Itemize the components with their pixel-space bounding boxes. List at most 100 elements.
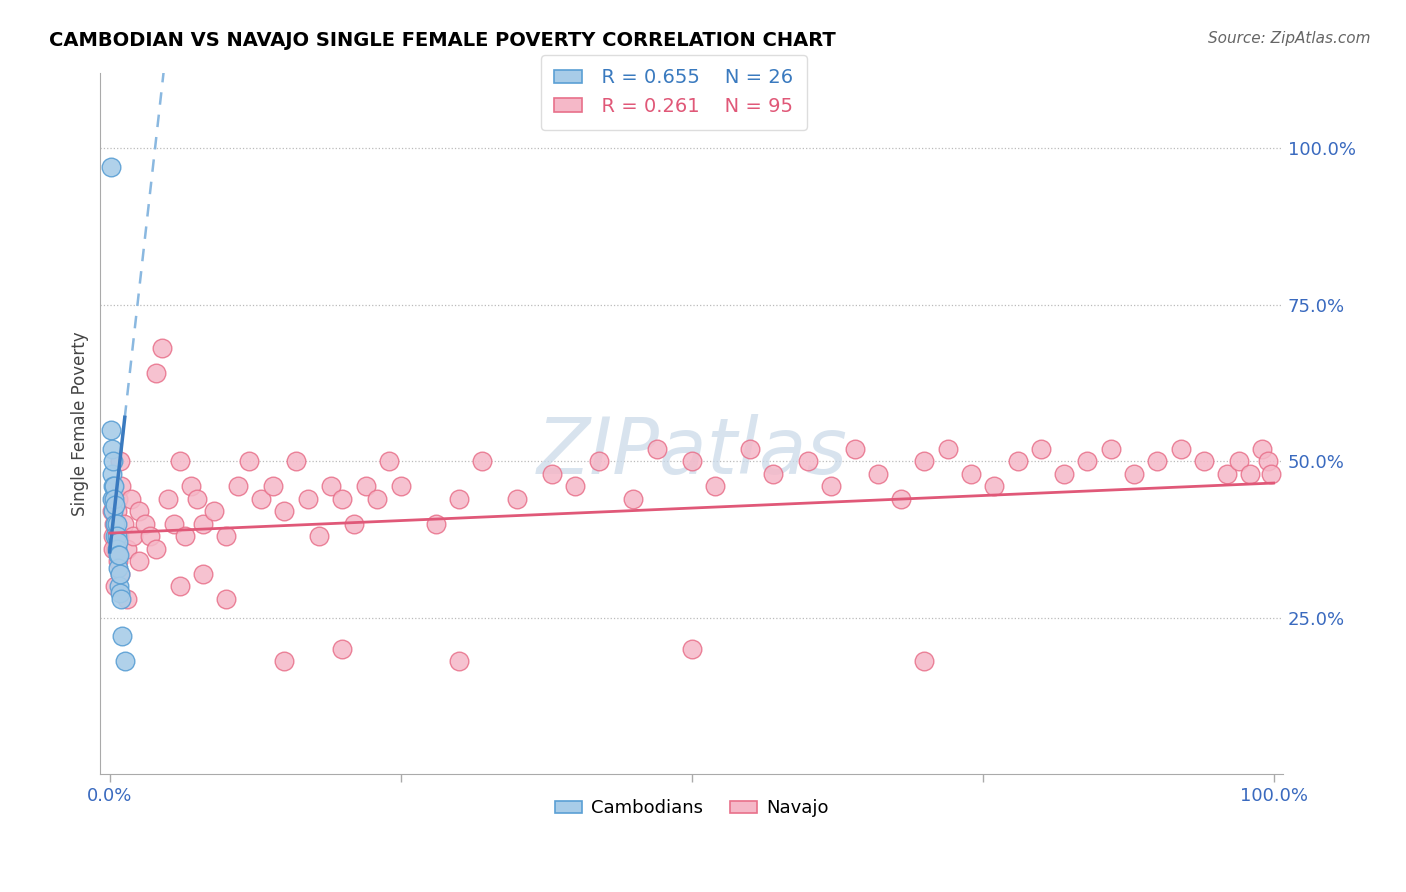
Point bbox=[114, 655, 136, 669]
Point bbox=[215, 529, 238, 543]
Point bbox=[378, 454, 401, 468]
Point bbox=[506, 491, 529, 506]
Point bbox=[447, 655, 470, 669]
Point bbox=[191, 516, 214, 531]
Point bbox=[101, 479, 124, 493]
Point bbox=[681, 454, 703, 468]
Point bbox=[681, 641, 703, 656]
Point bbox=[120, 491, 142, 506]
Point bbox=[111, 629, 134, 643]
Point bbox=[1216, 467, 1239, 481]
Point bbox=[103, 516, 125, 531]
Point bbox=[1053, 467, 1076, 481]
Point bbox=[122, 529, 145, 543]
Point bbox=[204, 504, 226, 518]
Point bbox=[238, 454, 260, 468]
Point bbox=[1099, 442, 1122, 456]
Point bbox=[112, 516, 135, 531]
Point bbox=[108, 529, 131, 543]
Point bbox=[1123, 467, 1146, 481]
Point bbox=[115, 591, 138, 606]
Point bbox=[983, 479, 1005, 493]
Point bbox=[107, 491, 129, 506]
Point bbox=[447, 491, 470, 506]
Point bbox=[104, 516, 127, 531]
Point bbox=[389, 479, 412, 493]
Point bbox=[145, 541, 167, 556]
Point bbox=[103, 491, 125, 506]
Y-axis label: Single Female Poverty: Single Female Poverty bbox=[72, 331, 89, 516]
Point bbox=[156, 491, 179, 506]
Point bbox=[623, 491, 645, 506]
Point bbox=[297, 491, 319, 506]
Point bbox=[128, 554, 150, 568]
Point bbox=[1029, 442, 1052, 456]
Point bbox=[108, 579, 131, 593]
Point bbox=[150, 342, 173, 356]
Point bbox=[262, 479, 284, 493]
Point bbox=[104, 529, 127, 543]
Point bbox=[471, 454, 494, 468]
Point bbox=[104, 541, 127, 556]
Point bbox=[890, 491, 912, 506]
Point bbox=[645, 442, 668, 456]
Point bbox=[101, 454, 124, 468]
Point bbox=[1170, 442, 1192, 456]
Point bbox=[564, 479, 586, 493]
Point bbox=[101, 504, 124, 518]
Point bbox=[110, 479, 132, 493]
Point bbox=[107, 535, 129, 549]
Point bbox=[703, 479, 725, 493]
Point bbox=[1192, 454, 1215, 468]
Point bbox=[191, 566, 214, 581]
Point bbox=[101, 442, 124, 456]
Text: ZIPatlas: ZIPatlas bbox=[536, 414, 846, 490]
Point bbox=[866, 467, 889, 481]
Point bbox=[108, 566, 131, 581]
Point bbox=[541, 467, 564, 481]
Point bbox=[139, 529, 162, 543]
Point bbox=[343, 516, 366, 531]
Point bbox=[1076, 454, 1098, 468]
Point bbox=[284, 454, 307, 468]
Point bbox=[110, 591, 132, 606]
Point bbox=[105, 516, 128, 531]
Point bbox=[914, 454, 936, 468]
Point bbox=[332, 491, 354, 506]
Point bbox=[1007, 454, 1029, 468]
Point bbox=[762, 467, 785, 481]
Point bbox=[108, 585, 131, 599]
Point bbox=[105, 541, 128, 556]
Point bbox=[101, 504, 124, 518]
Point bbox=[1227, 454, 1250, 468]
Point bbox=[107, 554, 129, 568]
Point bbox=[105, 529, 128, 543]
Point bbox=[174, 529, 197, 543]
Point bbox=[354, 479, 377, 493]
Point bbox=[250, 491, 273, 506]
Point bbox=[134, 516, 156, 531]
Point bbox=[107, 560, 129, 574]
Point bbox=[101, 491, 124, 506]
Point bbox=[215, 591, 238, 606]
Point bbox=[108, 566, 131, 581]
Point bbox=[180, 479, 202, 493]
Point bbox=[226, 479, 249, 493]
Point bbox=[914, 655, 936, 669]
Point bbox=[588, 454, 610, 468]
Point bbox=[128, 504, 150, 518]
Point bbox=[960, 467, 983, 481]
Point bbox=[108, 454, 131, 468]
Point bbox=[1146, 454, 1168, 468]
Point bbox=[104, 498, 127, 512]
Point bbox=[104, 579, 127, 593]
Point bbox=[100, 423, 122, 437]
Point bbox=[145, 367, 167, 381]
Text: CAMBODIAN VS NAVAJO SINGLE FEMALE POVERTY CORRELATION CHART: CAMBODIAN VS NAVAJO SINGLE FEMALE POVERT… bbox=[49, 31, 837, 50]
Legend: Cambodians, Navajo: Cambodians, Navajo bbox=[547, 792, 835, 825]
Point bbox=[169, 579, 191, 593]
Point bbox=[108, 548, 131, 562]
Point bbox=[107, 548, 129, 562]
Point bbox=[319, 479, 342, 493]
Point bbox=[1239, 467, 1261, 481]
